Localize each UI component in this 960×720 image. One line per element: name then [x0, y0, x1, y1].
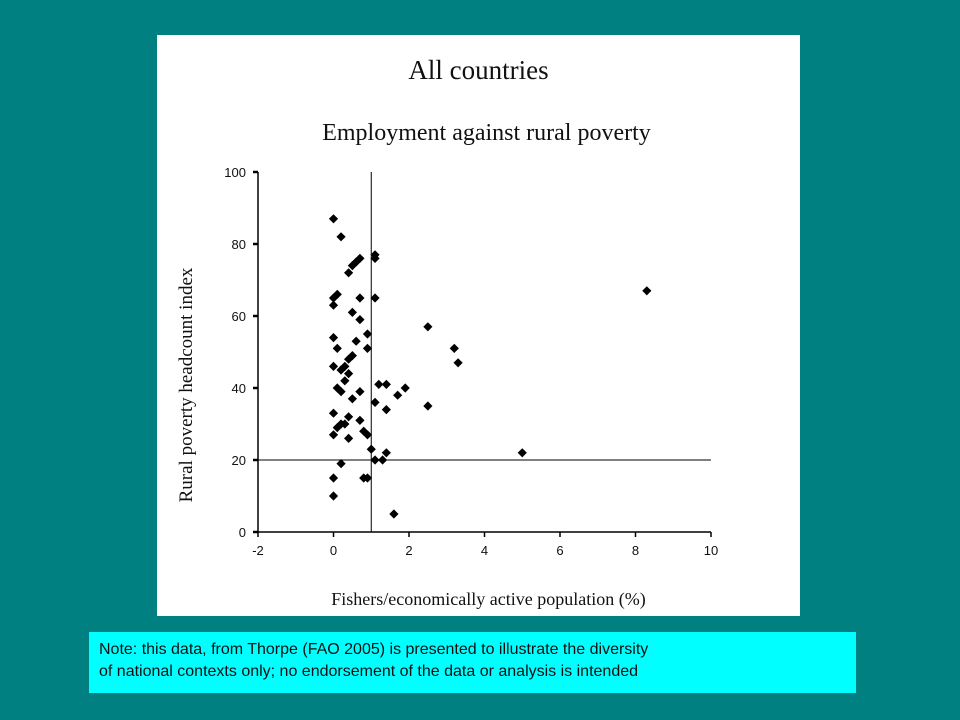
x-tick-label: -2: [252, 543, 264, 558]
data-point: [347, 307, 357, 317]
y-tick-label: 20: [232, 453, 246, 468]
data-point: [332, 289, 342, 299]
data-point: [642, 286, 652, 296]
y-tick-label: 40: [232, 381, 246, 396]
x-tick-label: 2: [405, 543, 412, 558]
data-point: [355, 315, 365, 325]
data-point: [370, 455, 380, 465]
data-point: [351, 257, 361, 267]
data-point: [340, 361, 350, 371]
data-point: [336, 232, 346, 242]
data-point: [340, 376, 350, 386]
data-point: [328, 491, 339, 501]
data-point: [332, 423, 342, 433]
data-point: [351, 336, 361, 346]
note-line-1: Note: this data, from Thorpe (FAO 2005) …: [99, 641, 649, 658]
data-point: [344, 433, 354, 443]
data-point: [344, 369, 354, 379]
data-point: [355, 293, 365, 303]
disclaimer-note: Note: this data, from Thorpe (FAO 2005) …: [89, 632, 856, 693]
data-point: [517, 448, 527, 458]
data-point: [336, 387, 346, 397]
y-tick-label: 80: [232, 237, 246, 252]
x-tick-label: 0: [330, 543, 337, 558]
data-point: [423, 401, 433, 411]
y-tick-label: 60: [232, 309, 246, 324]
data-point: [347, 351, 357, 361]
data-point: [366, 444, 376, 454]
data-point: [381, 379, 391, 389]
data-point: [374, 379, 384, 389]
chart-subtitle: Employment against rural poverty: [322, 120, 651, 146]
data-point: [423, 322, 433, 332]
data-point: [328, 430, 339, 440]
data-point: [355, 387, 365, 397]
x-tick-label: 8: [632, 543, 639, 558]
data-point: [340, 419, 350, 429]
x-axis-label: Fishers/economically active population (…: [331, 589, 646, 609]
data-point: [355, 415, 365, 425]
data-point: [370, 293, 380, 303]
data-point: [328, 293, 339, 303]
y-tick-label: 0: [239, 525, 246, 540]
note-line-2: of national contexts only; no endorsemen…: [99, 663, 639, 680]
chart-panel: All countries Employment against rural p…: [157, 35, 800, 616]
x-tick-label: 10: [704, 543, 718, 558]
data-point: [328, 408, 339, 418]
data-point: [328, 333, 339, 343]
data-point: [328, 300, 339, 310]
data-point: [362, 329, 373, 339]
y-axis-label: Rural poverty headcount index: [176, 267, 197, 503]
data-point: [328, 214, 339, 224]
data-point: [328, 473, 339, 483]
data-point: [347, 394, 357, 404]
data-point: [336, 365, 346, 375]
data-point: [336, 459, 346, 469]
data-point: [381, 405, 391, 415]
data-point: [393, 390, 403, 400]
data-point: [328, 361, 339, 371]
data-point: [449, 343, 459, 353]
data-point: [453, 358, 463, 368]
chart-title: All countries: [408, 55, 549, 85]
data-point: [347, 261, 357, 271]
data-point: [370, 397, 380, 407]
y-tick-label: 100: [224, 165, 246, 180]
x-tick-label: 6: [556, 543, 563, 558]
data-point: [332, 343, 342, 353]
data-point: [377, 455, 388, 465]
data-point: [359, 473, 369, 483]
data-point: [389, 509, 399, 519]
data-point: [362, 343, 373, 353]
data-point: [400, 383, 410, 393]
x-tick-label: 4: [481, 543, 488, 558]
